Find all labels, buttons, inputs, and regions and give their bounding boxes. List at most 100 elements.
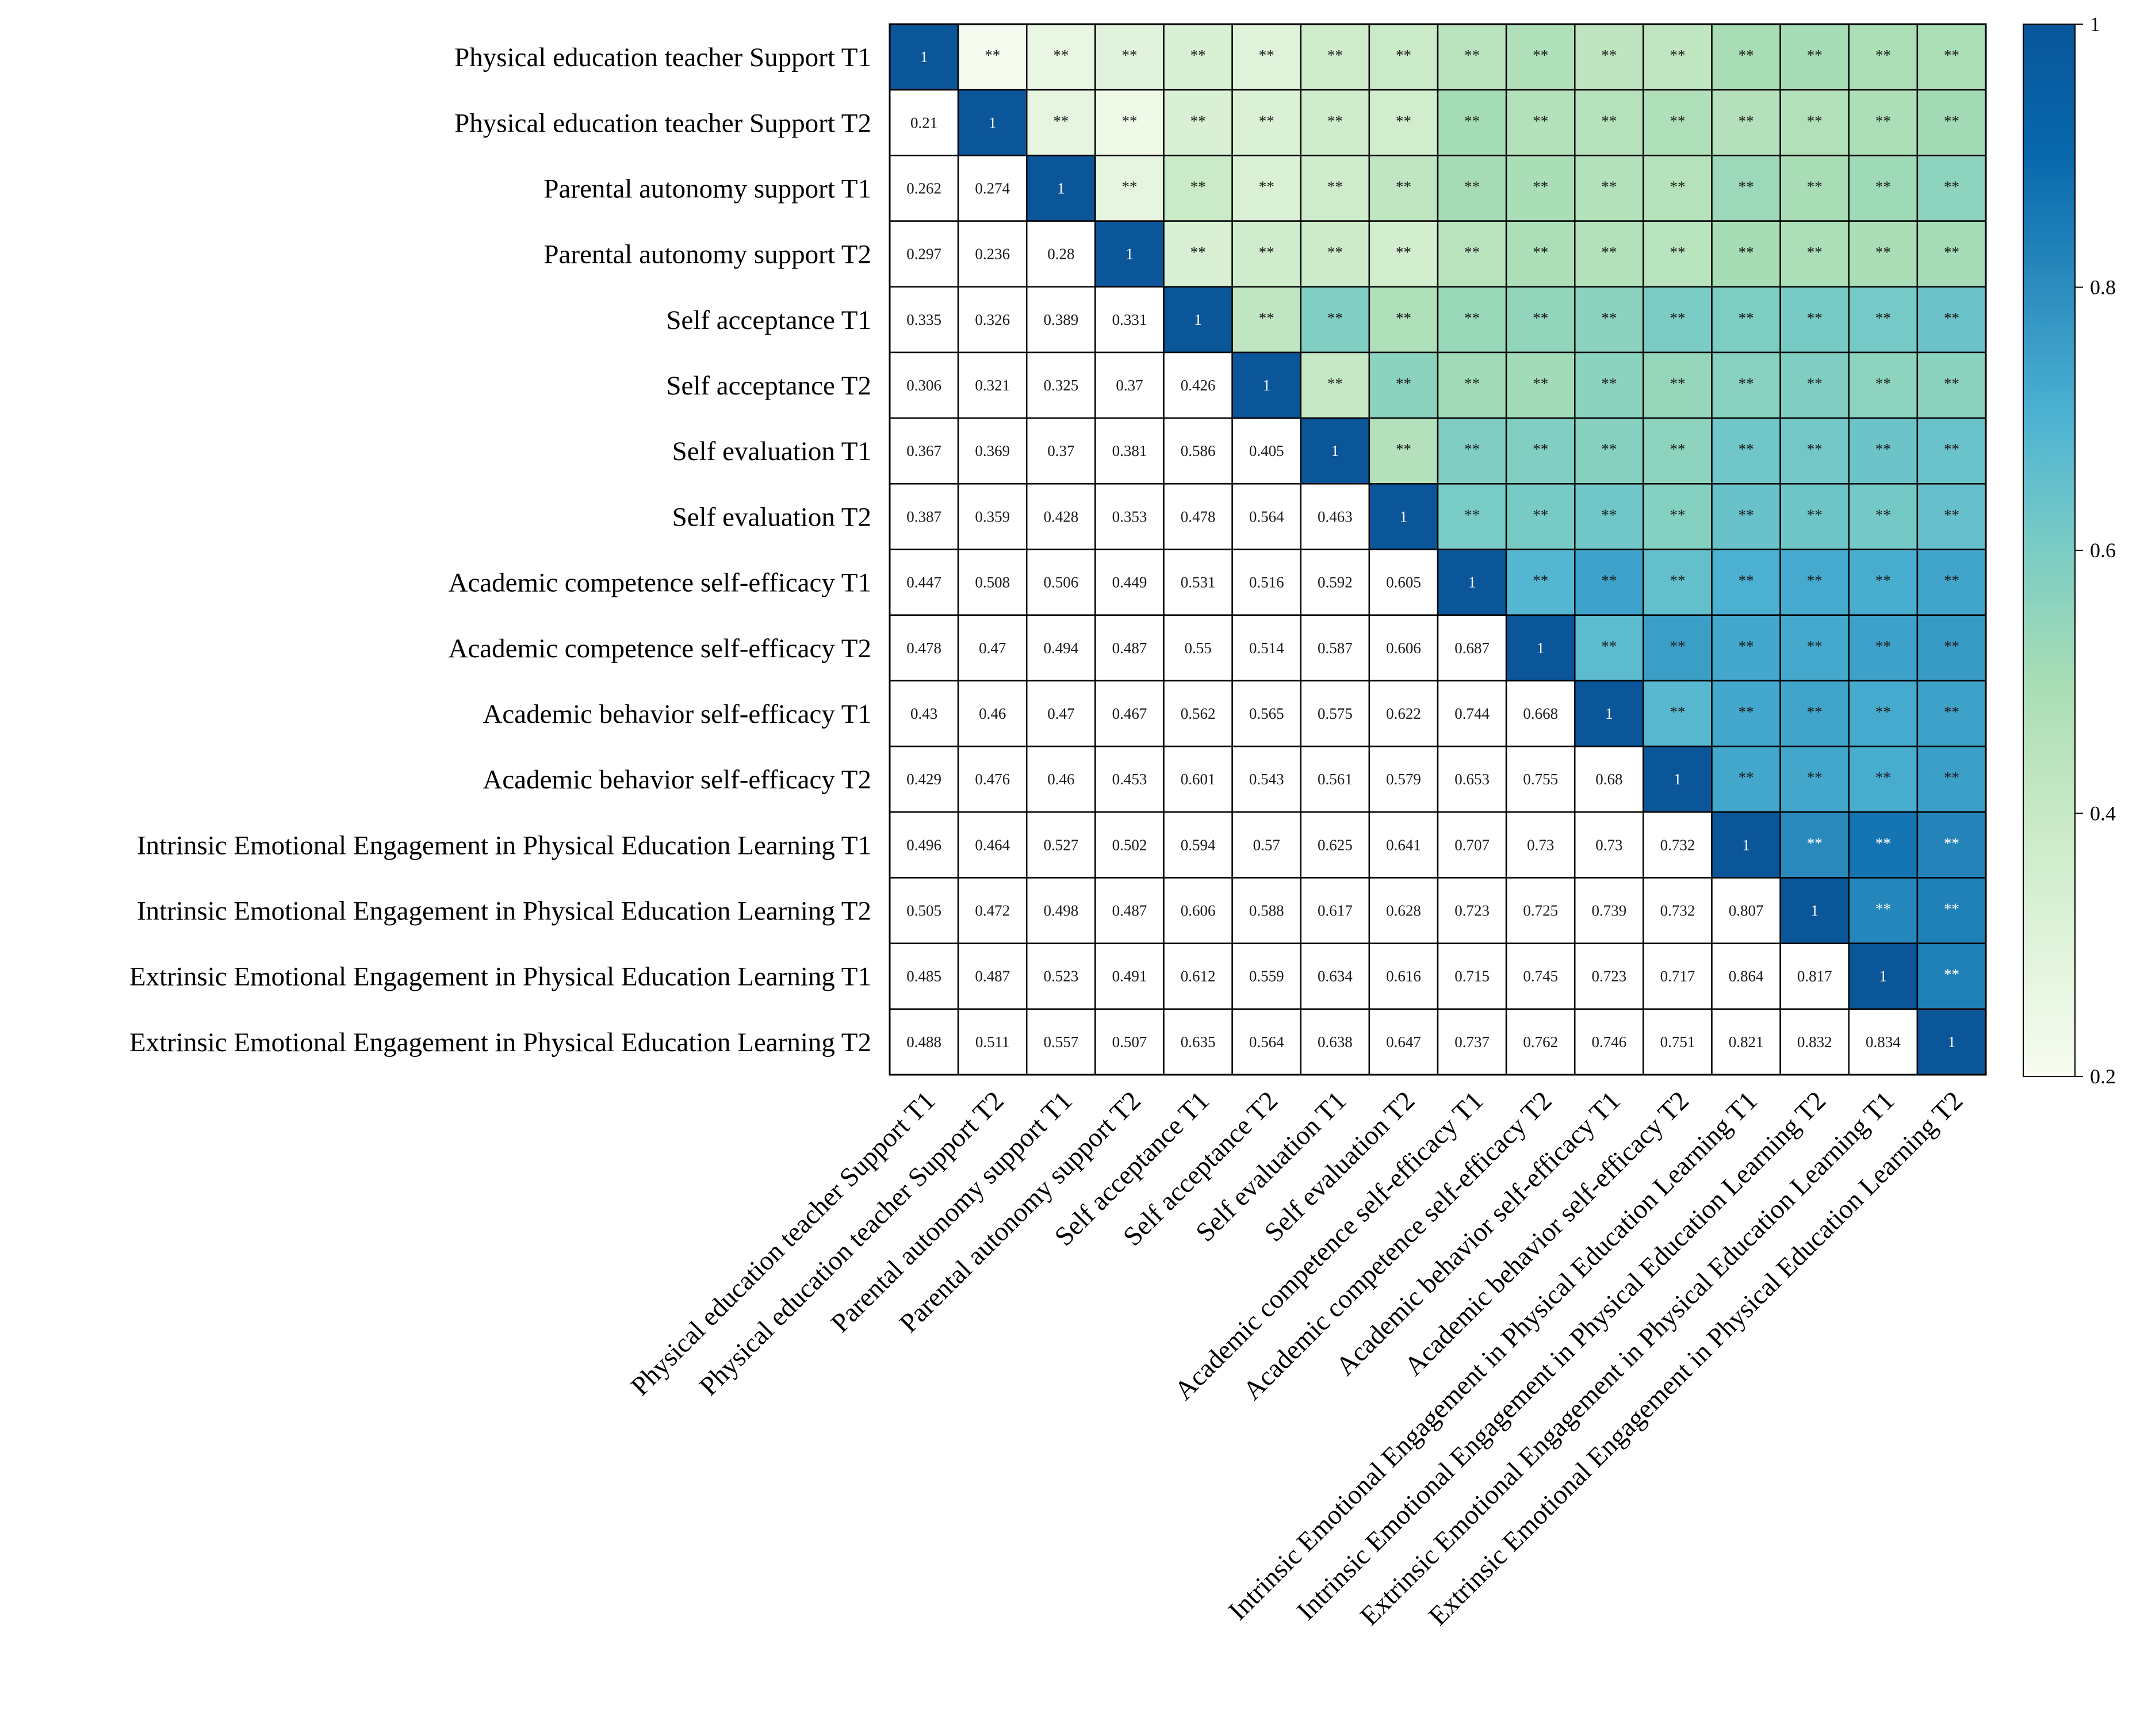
- cell-label-4-1: 0.297: [906, 246, 941, 263]
- heatmap-cell-3-5: [1163, 155, 1233, 222]
- cell-label-16-14: 0.832: [1797, 1033, 1832, 1051]
- heatmap-cell-8-3: [1026, 483, 1096, 550]
- heatmap-cell-9-7: [1300, 549, 1370, 616]
- cell-label-7-1: 0.367: [906, 442, 941, 459]
- cell-label-5-5: 1: [1194, 311, 1202, 328]
- cell-label-16-16: 1: [1948, 1033, 1956, 1051]
- cell-label-13-6: 0.57: [1253, 836, 1280, 853]
- heatmap-cell-15-6: [1231, 942, 1301, 1010]
- cell-label-8-9: **: [1464, 506, 1480, 523]
- cell-label-13-8: 0.641: [1386, 836, 1421, 853]
- row-label-4: Parental autonomy support T2: [543, 240, 871, 270]
- cell-label-16-2: 0.511: [975, 1033, 1010, 1051]
- cell-label-11-13: **: [1739, 703, 1754, 721]
- cell-label-11-4: 0.467: [1112, 705, 1147, 722]
- heatmap-cell-14-4: [1094, 877, 1165, 944]
- cell-label-11-8: 0.622: [1386, 705, 1421, 722]
- cell-label-6-2: 0.321: [975, 377, 1010, 394]
- cell-label-12-16: **: [1944, 769, 1959, 786]
- cell-label-6-4: 0.37: [1116, 377, 1143, 394]
- heatmap-cell-13-5: [1163, 811, 1233, 879]
- heatmap-cell-8-9: [1437, 483, 1507, 550]
- heatmap-cell-3-10: [1505, 155, 1576, 222]
- cell-label-11-12: **: [1670, 703, 1685, 721]
- heatmap-cell-5-14: [1779, 286, 1850, 354]
- heatmap-cell-10-3: [1026, 614, 1096, 682]
- cell-label-2-8: **: [1396, 112, 1411, 129]
- heatmap-cell-8-11: [1574, 483, 1644, 550]
- cell-label-1-9: **: [1464, 47, 1480, 64]
- cell-label-13-9: 0.707: [1454, 836, 1490, 853]
- cell-label-5-15: **: [1875, 309, 1891, 327]
- cell-label-11-6: 0.565: [1249, 705, 1284, 722]
- cell-label-15-9: 0.715: [1454, 968, 1490, 985]
- heatmap-cell-4-5: [1163, 220, 1233, 288]
- heatmap-cell-5-9: [1437, 286, 1507, 354]
- heatmap-cell-10-5: [1163, 614, 1233, 682]
- heatmap-cell-4-3: [1026, 220, 1096, 288]
- cell-label-8-1: 0.387: [906, 508, 941, 525]
- cell-label-12-4: 0.453: [1112, 771, 1147, 788]
- cell-label-14-9: 0.723: [1454, 902, 1490, 919]
- heatmap-cell-15-11: [1574, 942, 1644, 1010]
- heatmap-cell-4-11: [1574, 220, 1644, 288]
- heatmap-cell-2-7: [1300, 89, 1370, 156]
- heatmap-cell-7-4: [1094, 417, 1165, 485]
- cell-label-11-2: 0.46: [979, 705, 1006, 722]
- cell-label-12-5: 0.601: [1181, 771, 1216, 788]
- cell-label-14-6: 0.588: [1249, 902, 1284, 919]
- heatmap-cell-16-11: [1574, 1008, 1644, 1076]
- heatmap-cell-6-16: [1916, 351, 1987, 419]
- cell-label-9-12: **: [1670, 572, 1685, 589]
- cell-label-10-8: 0.606: [1386, 639, 1421, 657]
- cell-label-1-5: **: [1190, 47, 1206, 64]
- cell-label-1-12: **: [1670, 47, 1685, 64]
- heatmap-cell-2-6: [1231, 89, 1301, 156]
- cell-label-13-13: 1: [1742, 836, 1750, 853]
- cell-label-3-8: **: [1396, 178, 1411, 195]
- heatmap-cell-1-12: [1643, 23, 1713, 91]
- heatmap-cell-12-11: [1574, 745, 1644, 813]
- cell-label-2-1: 0.21: [910, 114, 937, 131]
- heatmap-cell-1-1: [889, 23, 959, 91]
- cell-label-13-15: **: [1875, 834, 1891, 852]
- heatmap-cell-7-6: [1231, 417, 1301, 485]
- heatmap-cell-15-12: [1643, 942, 1713, 1010]
- cell-label-6-7: **: [1327, 375, 1343, 392]
- cell-label-7-12: **: [1670, 440, 1685, 458]
- cell-label-1-10: **: [1533, 47, 1548, 64]
- heatmap-cell-16-12: [1643, 1008, 1713, 1076]
- heatmap-cell-12-2: [957, 745, 1028, 813]
- cell-label-6-12: **: [1670, 375, 1685, 392]
- cell-label-11-7: 0.575: [1318, 705, 1353, 722]
- row-label-11: Academic behavior self-efficacy T1: [483, 699, 871, 729]
- cell-label-9-16: **: [1944, 572, 1959, 589]
- heatmap-cell-15-10: [1505, 942, 1576, 1010]
- cell-label-16-5: 0.635: [1181, 1033, 1216, 1051]
- heatmap-cell-9-1: [889, 549, 959, 616]
- cell-label-8-4: 0.353: [1112, 508, 1147, 525]
- heatmap-cell-6-3: [1026, 351, 1096, 419]
- heatmap-cell-9-11: [1574, 549, 1644, 616]
- cell-label-5-13: **: [1739, 309, 1754, 327]
- row-label-16: Extrinsic Emotional Engagement in Physic…: [129, 1028, 871, 1057]
- cell-label-3-13: **: [1739, 178, 1754, 195]
- cell-label-12-6: 0.543: [1249, 771, 1284, 788]
- cell-label-2-12: **: [1670, 112, 1685, 129]
- cell-label-12-12: 1: [1674, 771, 1682, 788]
- heatmap-cell-7-16: [1916, 417, 1987, 485]
- cell-label-1-13: **: [1739, 47, 1754, 64]
- heatmap-cell-7-9: [1437, 417, 1507, 485]
- colorbar-tick-label-5: 0.2: [2090, 1065, 2116, 1088]
- heatmap-cell-13-3: [1026, 811, 1096, 879]
- cell-label-15-15: 1: [1879, 968, 1888, 985]
- cell-label-9-9: 1: [1468, 574, 1476, 591]
- cell-label-1-11: **: [1601, 47, 1617, 64]
- cell-label-13-14: **: [1807, 834, 1823, 852]
- cell-label-5-8: **: [1396, 309, 1411, 327]
- cell-label-12-2: 0.476: [975, 771, 1010, 788]
- cell-label-15-6: 0.559: [1249, 968, 1284, 985]
- heatmap-cell-14-9: [1437, 877, 1507, 944]
- cell-label-10-14: **: [1807, 638, 1823, 655]
- heatmap-cell-11-1: [889, 680, 959, 748]
